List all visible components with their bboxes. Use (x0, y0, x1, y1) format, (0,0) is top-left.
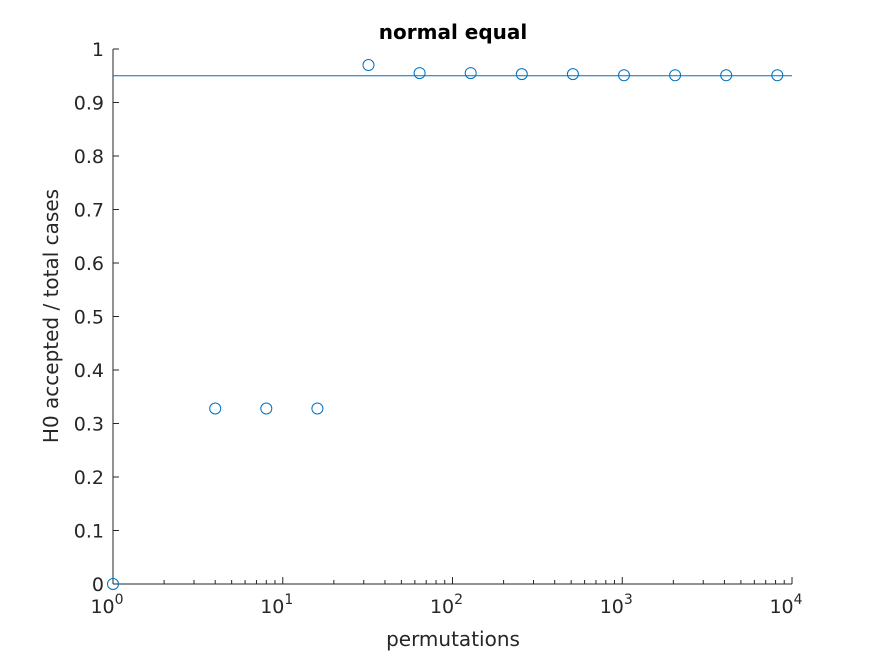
data-point (107, 578, 119, 590)
data-point (617, 69, 630, 82)
y-tick-label: 0.9 (74, 93, 104, 115)
data-point (260, 402, 273, 415)
data-point (209, 402, 222, 415)
x-tick-label: 100 (90, 592, 123, 618)
x-tick-label: 104 (769, 592, 802, 618)
x-tick-labels: 100 101 102 103 104 (90, 592, 802, 618)
x-tick-label: 102 (430, 592, 463, 618)
y-tick-label: 1 (92, 39, 104, 61)
data-point (720, 69, 733, 82)
data-point (413, 67, 426, 80)
data-point (515, 68, 528, 81)
chart-title: normal equal (379, 20, 527, 44)
y-tick-label: 0 (92, 574, 104, 596)
data-point (669, 69, 682, 82)
y-tick-label: 0.6 (74, 253, 104, 275)
data-point (464, 67, 477, 80)
x-tick-label: 101 (260, 592, 293, 618)
y-tick-label: 0.1 (74, 521, 104, 543)
data-point (771, 69, 784, 82)
y-tick-label: 0.5 (74, 307, 104, 329)
y-tick-label: 0.8 (74, 146, 104, 168)
y-tick-label: 0.7 (74, 200, 104, 222)
y-tick-label: 0.4 (74, 360, 104, 382)
data-point (566, 68, 579, 81)
y-tick-label: 0.3 (74, 414, 104, 436)
data-point (311, 402, 324, 415)
y-tick-labels: 0 0.1 0.2 0.3 0.4 0.5 0.6 0.7 0.8 0.9 1 (74, 39, 104, 596)
x-axis-label: permutations (386, 627, 520, 651)
x-tick-label: 103 (600, 592, 633, 618)
data-point (362, 59, 375, 72)
data-markers (107, 59, 784, 590)
axes (112, 48, 793, 585)
y-axis-label: H0 accepted / total cases (39, 189, 63, 443)
y-tick-label: 0.2 (74, 467, 104, 489)
